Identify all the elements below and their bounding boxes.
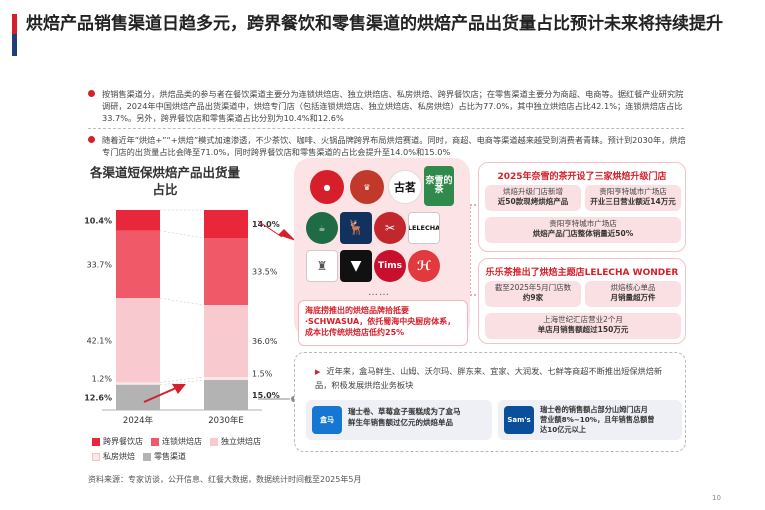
hema-logo: 盒马 bbox=[312, 406, 342, 434]
lelecha-card-title: 乐乐茶推出了烘焙主题店LELECHA WONDER bbox=[485, 268, 679, 278]
sams-note: Sam's 瑞士卷的销售额占部分山姆门店月 营业额8%~10%，且年销售总额曾 达1… bbox=[498, 400, 682, 440]
brand-logo-9: ♜ bbox=[306, 250, 338, 282]
retail-text: ▶ 近年来，盒马鲜生、山姆、沃尔玛、胖东来、宜家、大润发、七鲜等商超不断推出短保烘… bbox=[315, 366, 663, 390]
legend-swatch bbox=[143, 452, 151, 461]
page-number: 10 bbox=[712, 494, 721, 502]
bar-segment bbox=[116, 382, 160, 385]
stacked-bar-chart: 10.4% 33.7% 42.1% 1.2% 12.6% 2024年 14.0% 33.5% 3… bbox=[84, 209, 280, 426]
legend-label: 零售渠道 bbox=[154, 452, 186, 461]
data-label: 1.2% bbox=[92, 375, 113, 384]
lelecha-stat-3: 上海世纪汇店营业2个月 单店月销售额超过150万元 bbox=[485, 313, 681, 339]
connector-arrow bbox=[258, 396, 297, 402]
bullet-item: 随着近年“烘焙+”“+烘焙”模式加速渗透，不少茶饮、咖啡、火锅品牌跨界布局烘焙赛… bbox=[88, 134, 688, 158]
lelecha-card: 乐乐茶推出了烘焙主题店LELECHA WONDER 截至2025年5月门店数 约9… bbox=[478, 258, 686, 344]
bar-segment bbox=[116, 230, 160, 299]
brand-logo-12: ℋ bbox=[408, 250, 440, 282]
haidilao-text: 海底捞推出的烘焙品牌拾抵要·SCHWASUA，依托蜀海中央厨房体系，成本比传统烘… bbox=[305, 306, 456, 337]
brand-logo-6: 🦌 bbox=[340, 212, 372, 244]
data-label: 33.7% bbox=[87, 261, 113, 270]
sams-text: 瑞士卷的销售额占部分山姆门店月 营业额8%~10%，且年销售总额曾 达10亿元以上 bbox=[540, 405, 655, 434]
data-label: 14.0% bbox=[252, 220, 280, 229]
legend-swatch bbox=[92, 437, 100, 446]
brand-logo-11: Tims bbox=[374, 250, 406, 282]
bullet-item: 按销售渠道分，烘焙品类的参与者在餐饮渠道主要分为连锁烘焙店、独立烘焙店、私房烘焙… bbox=[88, 88, 688, 124]
divider bbox=[88, 128, 684, 129]
title-accent-blue bbox=[12, 34, 17, 56]
data-label: 12.6% bbox=[84, 393, 112, 402]
bar-segment bbox=[116, 210, 160, 231]
connector-line bbox=[159, 379, 205, 386]
more-brands-ellipsis: …… bbox=[368, 287, 390, 298]
legend-swatch bbox=[151, 437, 159, 446]
bar-segment bbox=[204, 305, 248, 377]
hema-note: 盒马 瑞士卷、草莓盒子蛋糕成为了盒马 鲜生年销售额过亿元的烘焙单品 bbox=[306, 400, 492, 440]
brand-logo-5: ☕ bbox=[306, 212, 338, 244]
brand-logo-1: ● bbox=[310, 170, 344, 204]
legend-label: 跨界餐饮店 bbox=[103, 437, 143, 446]
connector-line bbox=[159, 297, 205, 306]
data-label: 33.5% bbox=[252, 268, 278, 277]
legend-label: 连锁烘焙店 bbox=[162, 437, 202, 446]
bar-segment bbox=[116, 298, 160, 383]
legend-label: 独立烘焙店 bbox=[221, 437, 261, 446]
connector-line bbox=[159, 230, 205, 239]
chart-title: 各渠道短保烘焙产品出货量占比 bbox=[90, 165, 241, 197]
naixue-stat-1: 烘焙升级门店新增 近50款现烤烘焙产品 bbox=[485, 185, 581, 211]
haidilao-note: 海底捞推出的烘焙品牌拾抵要·SCHWASUA，依托蜀海中央厨房体系，成本比传统烘… bbox=[298, 300, 468, 346]
category-label: 2030年E bbox=[208, 415, 244, 426]
legend-swatch bbox=[92, 452, 100, 461]
legend-item: 连锁烘焙店 bbox=[151, 436, 202, 447]
brand-logo-2: ♛ bbox=[350, 170, 384, 204]
bullet-dot-icon bbox=[88, 136, 95, 143]
bar-segment bbox=[204, 238, 248, 305]
bar-segment bbox=[204, 377, 248, 380]
bullet-text: 随着近年“烘焙+”“+烘焙”模式加速渗透，不少茶饮、咖啡、火锅品牌跨界布局烘焙赛… bbox=[102, 135, 686, 157]
connector-arrow bbox=[257, 220, 296, 241]
naixue-card: 2025年奈雪的茶开设了三家烘焙升级门店 烘焙升级门店新增 近50款现烤烘焙产品 … bbox=[478, 162, 686, 252]
brand-logo-8: LELECHA bbox=[408, 212, 440, 244]
naixue-stat-3: 贵阳亨特城市广场店 烘焙产品门店整体销量近50% bbox=[485, 217, 681, 243]
connector-line bbox=[159, 376, 205, 383]
lelecha-stat-1: 截至2025年5月门店数 约9家 bbox=[485, 281, 581, 307]
legend-swatch bbox=[210, 437, 218, 446]
sams-logo: Sam's bbox=[504, 406, 534, 434]
brand-logo-4: 奈雪的茶 bbox=[424, 166, 454, 206]
naixue-card-title: 2025年奈雪的茶开设了三家烘焙升级门店 bbox=[497, 172, 667, 182]
data-label: 1.5% bbox=[252, 370, 273, 379]
legend-label: 私房烘焙 bbox=[103, 452, 135, 461]
data-label: 42.1% bbox=[87, 336, 113, 345]
legend-item: 私房烘焙 bbox=[92, 451, 135, 462]
brand-logo-3: 古茗 bbox=[388, 170, 422, 204]
legend-item: 零售渠道 bbox=[143, 451, 186, 462]
data-label: 36.0% bbox=[252, 337, 278, 346]
legend-item: 跨界餐饮店 bbox=[92, 436, 143, 447]
bullet-text: 按销售渠道分，烘焙品类的参与者在餐饮渠道主要分为连锁烘焙店、独立烘焙店、私房烘焙… bbox=[102, 89, 684, 123]
bar-segment bbox=[204, 380, 248, 410]
legend-item: 独立烘焙店 bbox=[210, 436, 261, 447]
bar-segment bbox=[204, 210, 248, 238]
lelecha-stat-2: 烘焙核心单品 月销量超万件 bbox=[585, 281, 681, 307]
brand-logo-7: ✂ bbox=[374, 212, 406, 244]
data-label: 15.0% bbox=[252, 391, 280, 400]
trend-arrow-icon bbox=[143, 384, 186, 403]
category-label: 2024年 bbox=[123, 415, 154, 426]
naixue-stat-2: 贵阳亨特城市广场店 开业三日营业额近14万元 bbox=[585, 185, 681, 211]
bullet-dot-icon bbox=[88, 90, 95, 97]
bullet-list: 按销售渠道分，烘焙品类的参与者在餐饮渠道主要分为连锁烘焙店、独立烘焙店、私房烘焙… bbox=[88, 88, 688, 162]
page-title: 烘焙产品销售渠道日趋多元，跨界餐饮和零售渠道的烘焙产品出货量占比预计未来将持续提… bbox=[26, 14, 723, 34]
chart-legend: 跨界餐饮店 连锁烘焙店 独立烘焙店 私房烘焙 零售渠道 bbox=[92, 436, 282, 466]
hema-text: 瑞士卷、草莓盒子蛋糕成为了盒马 鲜生年销售额过亿元的烘焙单品 bbox=[348, 407, 461, 427]
source-note: 资料来源：专家访谈，公开信息、红餐大数据，数据统计时间截至2025年5月 bbox=[88, 475, 362, 484]
brand-logo-10: ▼ bbox=[340, 250, 372, 282]
data-label: 10.4% bbox=[84, 216, 112, 225]
triangle-bullet-icon: ▶ bbox=[315, 368, 321, 376]
